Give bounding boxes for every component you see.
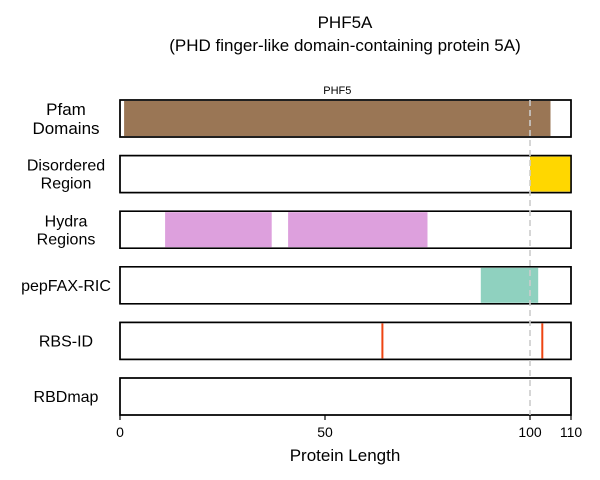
track-label-line: pepFAX-RIC	[21, 278, 111, 295]
segment-label: PHF5	[323, 85, 351, 97]
track-label-line: Regions	[37, 231, 96, 248]
track-frame	[119, 321, 572, 361]
track-label-line: Pfam	[46, 100, 86, 119]
track-border	[119, 99, 572, 138]
track-segment	[288, 212, 428, 248]
x-tick-label: 110	[560, 424, 583, 440]
track-label-line: RBDmap	[34, 389, 99, 406]
x-axis: 0 50 100 110	[116, 415, 582, 440]
track-label-line: Region	[41, 176, 92, 193]
track-border	[119, 321, 572, 361]
x-tick-label: 100	[518, 424, 542, 440]
track-border	[119, 266, 572, 305]
x-axis-label: Protein Length	[290, 446, 401, 465]
chart-title: PHF5A	[318, 13, 373, 32]
track-frame	[119, 377, 572, 416]
track-label-line: RBS-ID	[39, 334, 93, 351]
track-frame	[119, 154, 572, 194]
track-segment	[480, 267, 539, 303]
track-label-line: Hydra	[45, 213, 88, 230]
track-label-line: Domains	[32, 119, 99, 138]
track-5: RBDmap	[34, 377, 572, 416]
track-segment	[165, 212, 272, 248]
track-4: RBS-ID	[39, 321, 572, 361]
track-border	[119, 210, 572, 249]
x-tick-label: 0	[116, 424, 124, 440]
x-tick-label: 50	[317, 424, 333, 440]
chart-subtitle: (PHD finger-like domain-containing prote…	[169, 36, 521, 55]
track-3: pepFAX-RIC	[21, 266, 572, 305]
track-segment	[124, 101, 551, 136]
track-label-line: Disordered	[27, 158, 105, 175]
track-border	[119, 154, 572, 194]
track-segment	[530, 156, 571, 192]
tracks-layer: PfamDomainsPHF5DisorderedRegionHydraRegi…	[21, 85, 572, 416]
track-border	[119, 377, 572, 416]
